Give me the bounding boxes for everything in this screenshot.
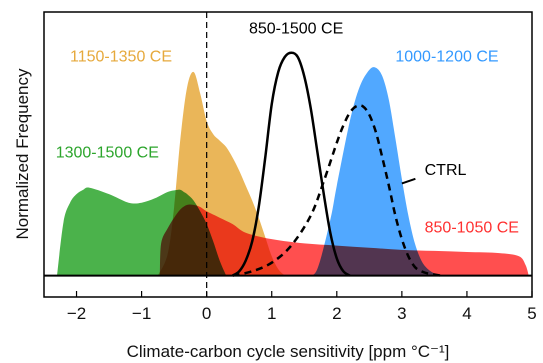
reference-lines — [44, 12, 532, 297]
x-tick-label: 5 — [527, 304, 536, 323]
x-tick-label: 1 — [267, 304, 276, 323]
plot-frame — [43, 11, 533, 298]
x-tick-label: 3 — [397, 304, 406, 323]
x-tick-label: −1 — [132, 304, 151, 323]
series-label-1000-1200-ce: 1000-1200 CE — [395, 48, 498, 65]
y-axis-title: Normalized Frequency — [13, 68, 32, 240]
series-label-850-1500-ce: 850-1500 CE — [249, 20, 343, 37]
series-area-1000-1200-ce — [307, 67, 441, 276]
series-layer — [57, 51, 529, 277]
x-tick-label: 4 — [462, 304, 471, 323]
x-axis-ticks: −2 −1 0 1 2 3 4 5 — [67, 291, 537, 323]
x-axis-title: Climate-carbon cycle sensitivity [ppm °C… — [127, 342, 450, 361]
x-tick-label: 2 — [332, 304, 341, 323]
series-area-1150-1350-ce — [157, 71, 285, 276]
series-label-1300-1500-ce: 1300-1500 CE — [56, 145, 159, 162]
series-label-ctrl: CTRL — [425, 162, 467, 179]
series-label-1150-1350-ce: 1150-1350 CE — [70, 48, 172, 65]
x-tick-label: −2 — [67, 304, 86, 323]
ctrl-leader-line — [401, 177, 416, 185]
series-labels: 1150-1350 CE 850-1500 CE 1000-1200 CE 1300-… — [56, 20, 519, 236]
x-tick-label: 0 — [202, 304, 211, 323]
series-line-ctrl — [232, 104, 442, 277]
series-label-850-1050-ce: 850-1050 CE — [425, 220, 519, 237]
series-line-850-1500-ce — [232, 51, 351, 277]
